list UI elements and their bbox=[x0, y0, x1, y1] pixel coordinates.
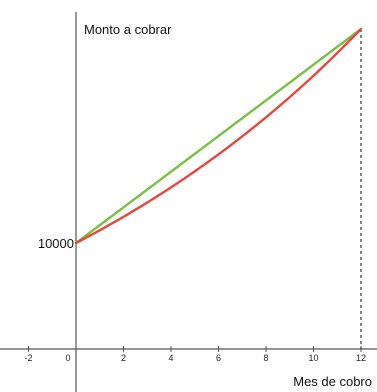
y-axis-title: Monto a cobrar bbox=[84, 22, 172, 37]
x-tick-label: 0 bbox=[65, 353, 70, 363]
x-axis-title: Mes de cobro bbox=[293, 374, 372, 389]
x-tick-label: -2 bbox=[24, 353, 32, 363]
y-value-label: 10000 bbox=[38, 236, 74, 251]
x-tick-label: 10 bbox=[308, 353, 318, 363]
x-tick-label: 8 bbox=[263, 353, 268, 363]
x-tick-label: 6 bbox=[216, 353, 221, 363]
x-tick-label: 2 bbox=[121, 353, 126, 363]
x-tick-label: 12 bbox=[356, 353, 366, 363]
series-line-1 bbox=[76, 29, 361, 243]
x-tick-label: 4 bbox=[168, 353, 173, 363]
series-group bbox=[76, 29, 361, 243]
